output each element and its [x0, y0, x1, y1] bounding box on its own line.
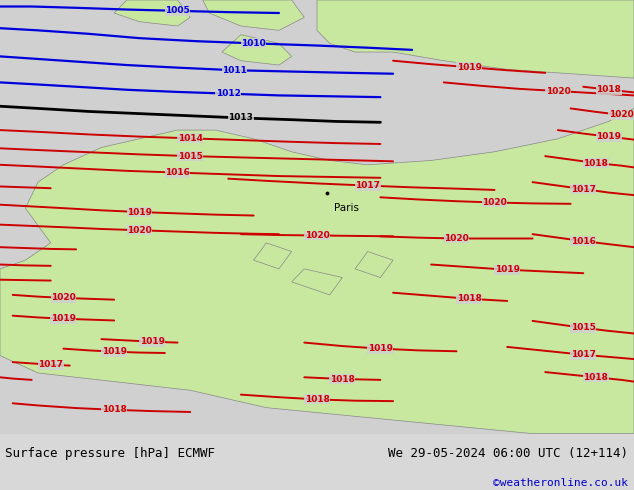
Text: 1020: 1020	[444, 234, 469, 243]
Text: 1018: 1018	[596, 85, 621, 94]
Text: 1019: 1019	[101, 347, 127, 356]
Text: 1020: 1020	[482, 198, 507, 207]
Text: 1016: 1016	[571, 237, 596, 245]
Text: 1020: 1020	[304, 231, 330, 240]
Text: ©weatheronline.co.uk: ©weatheronline.co.uk	[493, 478, 628, 488]
Polygon shape	[114, 0, 190, 26]
Polygon shape	[203, 0, 304, 30]
Text: 1019: 1019	[127, 208, 152, 217]
Text: 1019: 1019	[495, 265, 520, 274]
Text: Surface pressure [hPa] ECMWF: Surface pressure [hPa] ECMWF	[5, 447, 215, 460]
Text: 1018: 1018	[583, 159, 609, 168]
Text: 1005: 1005	[165, 6, 190, 15]
Text: 1017: 1017	[571, 185, 596, 194]
Text: 1019: 1019	[368, 344, 393, 353]
Text: 1020: 1020	[609, 110, 634, 120]
Text: 1017: 1017	[38, 360, 63, 369]
Text: 1014: 1014	[178, 134, 203, 143]
Text: 1018: 1018	[583, 373, 609, 382]
Text: 1020: 1020	[51, 294, 76, 302]
Polygon shape	[317, 0, 634, 78]
Text: 1016: 1016	[165, 168, 190, 177]
Polygon shape	[254, 243, 292, 269]
Polygon shape	[292, 269, 342, 295]
Text: 1017: 1017	[355, 181, 380, 190]
Polygon shape	[0, 108, 634, 434]
Text: 1015: 1015	[571, 323, 596, 332]
Text: 1018: 1018	[456, 294, 482, 303]
Text: 1020: 1020	[127, 226, 152, 235]
Text: Paris: Paris	[334, 202, 359, 213]
Text: 1019: 1019	[596, 132, 621, 141]
Text: 1018: 1018	[101, 405, 127, 415]
Text: 1018: 1018	[330, 374, 355, 384]
Text: 1011: 1011	[222, 66, 247, 75]
Text: 1018: 1018	[304, 395, 330, 404]
Polygon shape	[222, 35, 292, 65]
Text: 1010: 1010	[241, 39, 266, 48]
Text: 1013: 1013	[228, 114, 254, 122]
Text: 1019: 1019	[139, 337, 165, 346]
Text: We 29-05-2024 06:00 UTC (12+114): We 29-05-2024 06:00 UTC (12+114)	[387, 447, 628, 460]
Text: 1015: 1015	[178, 151, 203, 161]
Text: 1012: 1012	[216, 89, 241, 98]
Text: 1019: 1019	[51, 314, 76, 323]
Polygon shape	[355, 251, 393, 277]
Text: 1020: 1020	[545, 87, 571, 96]
Text: 1019: 1019	[456, 63, 482, 72]
Text: 1017: 1017	[571, 350, 596, 359]
